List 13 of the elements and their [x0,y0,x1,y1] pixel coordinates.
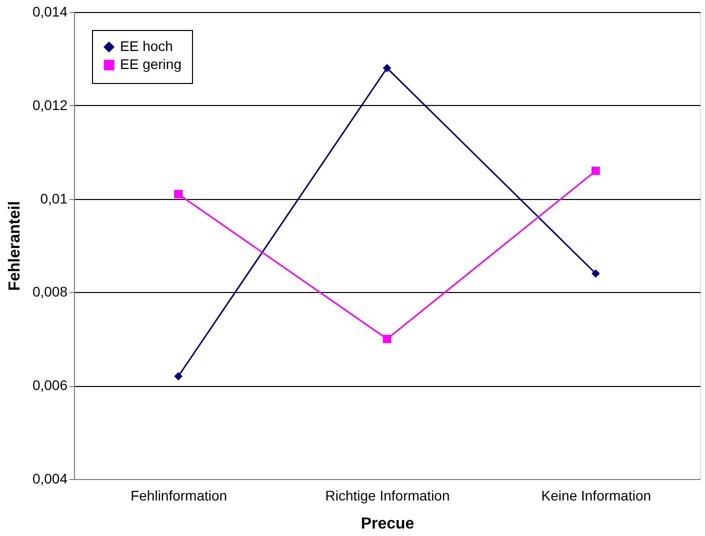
x-tick-label: Richtige Information [325,488,450,504]
y-tick-label: 0,008 [32,284,68,300]
y-tick-label: 0,01 [40,190,68,206]
y-axis-title: Fehleranteil [6,201,24,291]
x-axis-title: Precue [360,516,414,532]
x-tick-label: Fehlinformation [130,488,228,504]
legend-label: EE gering [120,56,182,72]
legend-label: EE hoch [120,38,173,54]
x-tick-label: Keine Information [541,488,652,504]
y-tick-label: 0,006 [32,377,68,394]
y-tick-label: 0,014 [32,4,68,20]
y-tick-label: 0,004 [32,470,68,486]
y-tick-label: 0,012 [32,96,68,113]
